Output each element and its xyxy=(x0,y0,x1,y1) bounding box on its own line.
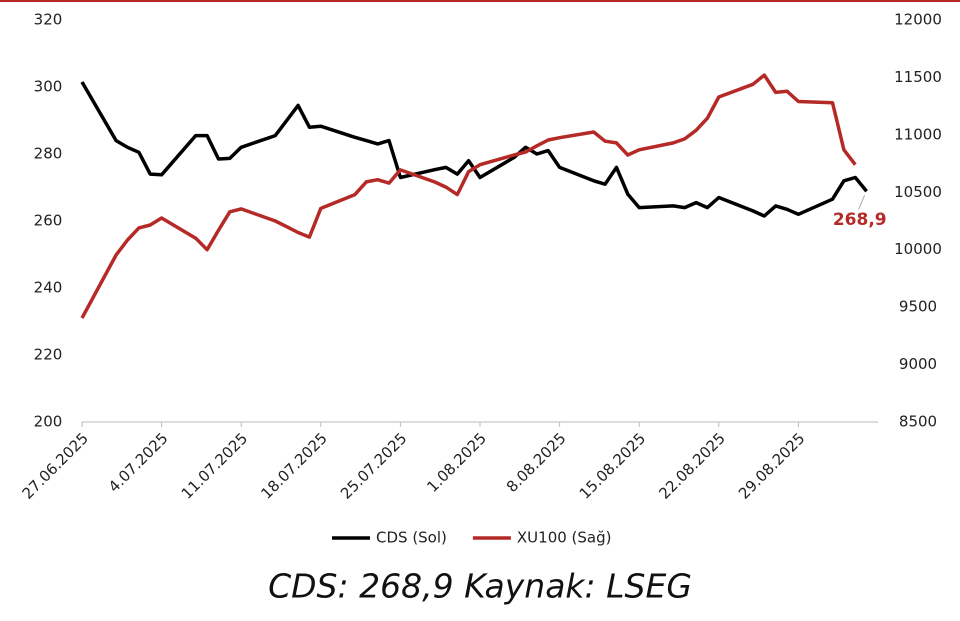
y-tick-label: 280 xyxy=(34,145,63,163)
legend-label: XU100 (Sağ) xyxy=(517,529,612,547)
series-line xyxy=(80,81,868,218)
y2-tick-label: 12000 xyxy=(894,11,942,29)
annotation-leader xyxy=(858,194,866,210)
x-tick-label: 29.08.2025 xyxy=(735,429,808,502)
y2-tick-label: 10500 xyxy=(894,183,942,201)
y2-tick-label: 9500 xyxy=(899,298,937,316)
x-tick-label: 18.07.2025 xyxy=(257,429,330,502)
y2-tick-label: 10000 xyxy=(894,240,942,258)
legend-label: CDS (Sol) xyxy=(376,529,447,547)
y-tick-label: 260 xyxy=(34,212,63,230)
x-tick-label: 15.08.2025 xyxy=(576,429,649,502)
y2-tick-label: 11500 xyxy=(894,68,942,86)
footer: CDS: 268,9 Kaynak: LSEG xyxy=(268,567,692,606)
series-line xyxy=(80,73,857,319)
top-rule xyxy=(0,0,960,2)
annotation: 268,9 xyxy=(833,210,887,230)
y2-tick-label: 11000 xyxy=(894,125,942,143)
x-tick-label: 11.07.2025 xyxy=(178,429,251,502)
x-tick-label: 22.08.2025 xyxy=(655,429,728,502)
y-tick-label: 220 xyxy=(34,346,63,364)
y-tick-label: 240 xyxy=(34,279,63,297)
x-tick-label: 8.08.2025 xyxy=(503,429,570,496)
x-tick-label: 1.08.2025 xyxy=(423,429,490,496)
x-tick-label: 25.07.2025 xyxy=(337,429,410,502)
x-tick-label: 27.06.2025 xyxy=(19,429,92,502)
y2-tick-label: 9000 xyxy=(899,355,937,373)
y2-tick-label: 8500 xyxy=(899,413,937,431)
y-tick-label: 300 xyxy=(34,78,63,96)
y-tick-label: 200 xyxy=(34,413,63,431)
x-tick-label: 4.07.2025 xyxy=(105,429,172,496)
y-tick-label: 320 xyxy=(34,11,63,29)
